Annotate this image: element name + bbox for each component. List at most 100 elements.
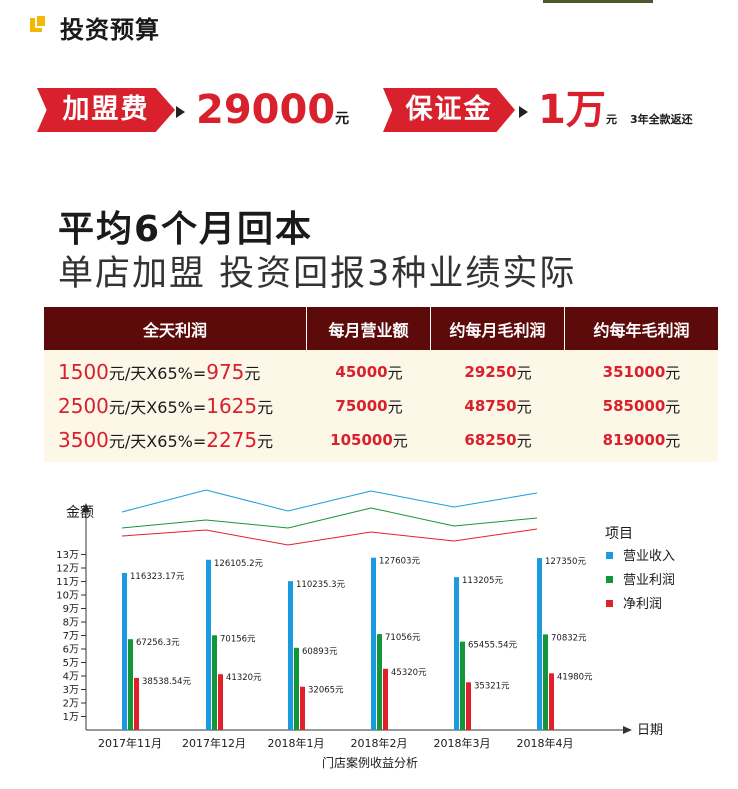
arrow-right-icon xyxy=(519,106,528,118)
data-label: 45320元 xyxy=(391,668,427,678)
col-header-monthly-revenue: 每月营业额 xyxy=(307,307,431,350)
x-tick-label: 2018年4月 xyxy=(517,736,574,750)
table-row: 2500元/天X65%=1625元 75000 元 48750 元 585000 元 xyxy=(44,389,718,423)
bar-revenue xyxy=(537,558,542,730)
section-icon xyxy=(30,14,48,34)
data-label: 110235.3元 xyxy=(296,580,346,590)
bar-revenue xyxy=(371,557,376,730)
legend-title: 项目 xyxy=(605,526,633,542)
franchise-fee-unit: 元 xyxy=(335,111,350,127)
y-tick-label: 2万 xyxy=(63,699,79,710)
y-axis-label: 金额 xyxy=(66,505,94,521)
table-row: 3500元/天X65%=2275元 105000 元 68250 元 819000 元 xyxy=(44,423,718,457)
legend-swatch xyxy=(606,600,613,607)
table-row: 1500元/天X65%=975元 45000 元 29250 元 351000 元 xyxy=(44,355,718,389)
legend-swatch xyxy=(606,552,613,559)
yearly-profit-cell: 351000 元 xyxy=(602,363,681,382)
trend-line-0 xyxy=(121,489,538,513)
data-label: 41320元 xyxy=(226,673,262,683)
bar-operating-profit xyxy=(294,647,299,730)
deposit-unit: 元 xyxy=(606,113,617,126)
y-tick-label: 6万 xyxy=(63,645,79,656)
bar-operating-profit xyxy=(377,634,382,730)
y-tick-label: 3万 xyxy=(63,685,79,696)
data-label: 116323.17元 xyxy=(130,572,185,582)
daily-profit-cell: 1500元/天X65%=975元 xyxy=(58,360,261,384)
data-label: 127603元 xyxy=(379,557,420,567)
bar-revenue xyxy=(122,572,127,730)
data-label: 126105.2元 xyxy=(214,559,264,569)
x-axis-arrow-icon xyxy=(623,726,632,734)
bar-revenue xyxy=(288,581,293,730)
monthly-revenue-cell: 75000 元 xyxy=(335,397,403,416)
franchise-fee-value: 29000元 xyxy=(196,88,349,132)
deposit-value: 1万 xyxy=(538,88,606,132)
legend-label: 营业收入 xyxy=(623,549,675,564)
y-tick-label: 12万 xyxy=(56,564,79,575)
daily-profit-cell: 3500元/天X65%=2275元 xyxy=(58,428,274,452)
trend-line-2 xyxy=(121,528,538,546)
yearly-profit-cell: 819000 元 xyxy=(602,431,681,450)
arrow-right-icon xyxy=(176,106,185,118)
table-body: 1500元/天X65%=975元 45000 元 29250 元 351000 元 2… xyxy=(44,350,718,462)
legend-label: 净利润 xyxy=(623,597,662,612)
yearly-profit-cell: 585000 元 xyxy=(602,397,681,416)
trend-line-1 xyxy=(121,507,538,529)
bar-net-profit xyxy=(134,677,139,730)
x-tick-label: 2018年2月 xyxy=(351,736,408,750)
bar-net-profit xyxy=(466,682,471,730)
revenue-chart: 金额 日期 1万 2万 3万 4万 5万 6万 7万 8万 9万 10万 11万 12万 13万 116323… xyxy=(30,485,738,785)
x-tick-label: 2018年1月 xyxy=(268,736,325,750)
daily-profit-cell: 2500元/天X65%=1625元 xyxy=(58,394,274,418)
col-header-daily: 全天利润 xyxy=(44,307,307,350)
y-tick-label: 7万 xyxy=(63,631,79,642)
data-label: 70156元 xyxy=(220,634,256,644)
y-tick-label: 1万 xyxy=(63,712,79,723)
data-label: 127350元 xyxy=(545,557,586,567)
x-tick-label: 2017年11月 xyxy=(98,736,162,750)
bar-operating-profit xyxy=(460,641,465,730)
bar-net-profit xyxy=(383,668,388,730)
col-header-yearly-profit: 约每年毛利润 xyxy=(593,320,690,340)
legend-label: 营业利润 xyxy=(623,573,675,588)
monthly-profit-cell: 29250 元 xyxy=(464,363,532,382)
section-title: 投资预算 xyxy=(60,16,160,44)
x-axis-label: 日期 xyxy=(637,723,663,738)
monthly-profit-cell: 68250 元 xyxy=(464,431,532,450)
data-label: 32065元 xyxy=(308,686,344,696)
y-tick-label: 10万 xyxy=(56,591,79,602)
bar-revenue xyxy=(206,559,211,730)
monthly-revenue-cell: 105000 元 xyxy=(330,431,408,450)
franchise-fee-amount: 29000 xyxy=(196,87,336,133)
data-label: 70832元 xyxy=(551,633,587,643)
data-label: 38538.54元 xyxy=(142,677,192,687)
y-tick-label: 8万 xyxy=(63,618,79,629)
bar-operating-profit xyxy=(212,635,217,730)
deposit-note: 3年全款返还 xyxy=(630,113,693,126)
top-divider xyxy=(543,0,653,3)
bar-net-profit xyxy=(218,674,223,730)
x-tick-label: 2018年3月 xyxy=(434,736,491,750)
y-tick-label: 11万 xyxy=(56,577,79,588)
legend-swatch xyxy=(606,576,613,583)
chart-title: 门店案例收益分析 xyxy=(322,755,418,770)
col-header-monthly-profit: 约每月毛利润 xyxy=(431,307,565,350)
data-label: 60893元 xyxy=(302,647,338,657)
data-label: 65455.54元 xyxy=(468,641,518,651)
deposit-label: 保证金 xyxy=(383,88,515,132)
table-header: 全天利润 每月营业额 约每月毛利润 约每年毛利润 xyxy=(44,307,718,350)
monthly-revenue-cell: 45000 元 xyxy=(335,363,403,382)
bar-net-profit xyxy=(300,686,305,730)
bar-net-profit xyxy=(549,673,554,730)
franchise-fee-label: 加盟费 xyxy=(37,88,175,132)
headline-main: 平均6个月回本 xyxy=(58,209,314,250)
returns-table: 全天利润 每月营业额 约每月毛利润 约每年毛利润 1500元/天X65%=975… xyxy=(44,307,718,462)
y-tick-label: 5万 xyxy=(63,658,79,669)
x-tick-label: 2017年12月 xyxy=(182,736,246,750)
data-label: 41980元 xyxy=(557,672,593,682)
data-label: 113205元 xyxy=(462,576,503,586)
bar-operating-profit xyxy=(128,639,133,730)
deposit-amount: 1万 xyxy=(538,87,606,133)
data-label: 67256.3元 xyxy=(136,638,180,648)
